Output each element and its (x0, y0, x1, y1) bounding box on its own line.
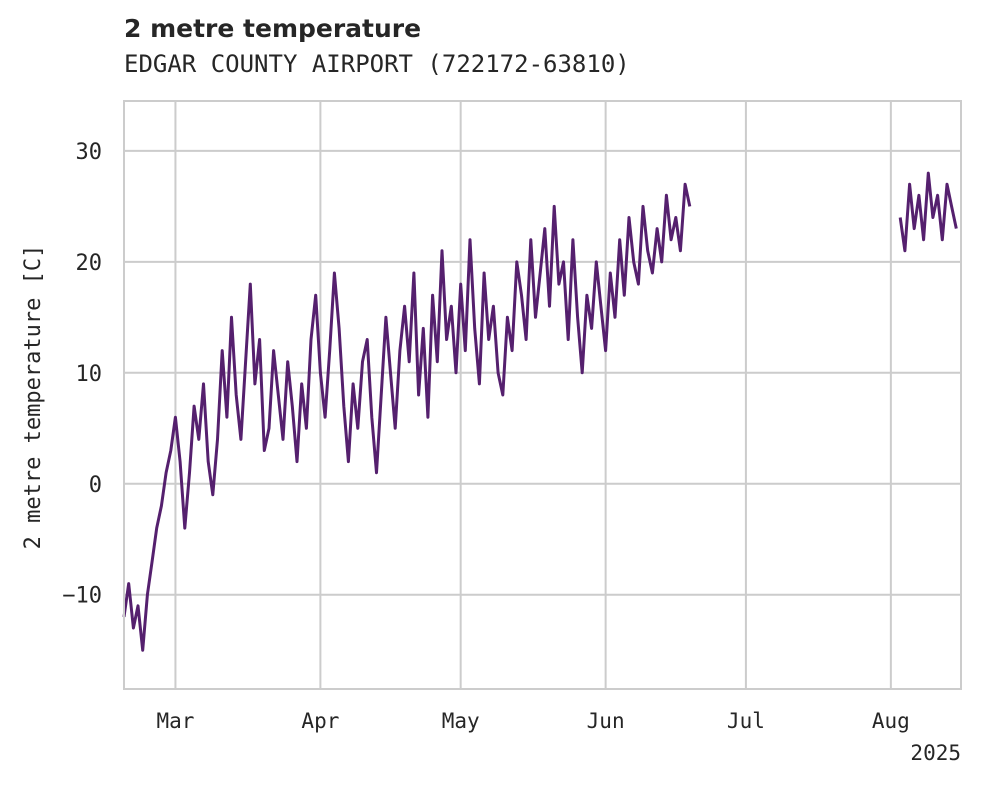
chart-title: 2 metre temperature (124, 14, 422, 43)
x-tick-label: Jul (727, 709, 765, 733)
y-tick-label: 20 (76, 251, 103, 276)
y-tick-label: −10 (62, 584, 102, 609)
y-axis-label: 2 metre temperature [C] (21, 245, 46, 550)
x-tick-label: May (442, 709, 480, 733)
tick-labels: −10 0 10 20 30 Mar Apr May Jun Jul Aug (62, 140, 910, 733)
y-tick-label: 30 (76, 140, 103, 165)
x-tick-label: Mar (156, 709, 194, 733)
plot-frame (123, 100, 962, 690)
grid-lines (124, 101, 961, 689)
year-label: 2025 (910, 741, 961, 765)
y-tick-label: 10 (76, 362, 103, 387)
series-lines (122, 171, 958, 652)
x-tick-label: Apr (301, 709, 339, 733)
x-tick-label: Jun (587, 709, 625, 733)
y-tick-label: 0 (89, 473, 102, 498)
x-tick-label: Aug (872, 709, 910, 733)
chart-subtitle: EDGAR COUNTY AIRPORT (722172-63810) (124, 50, 630, 78)
temperature-series-line (122, 182, 692, 652)
temperature-series-line (898, 171, 958, 253)
